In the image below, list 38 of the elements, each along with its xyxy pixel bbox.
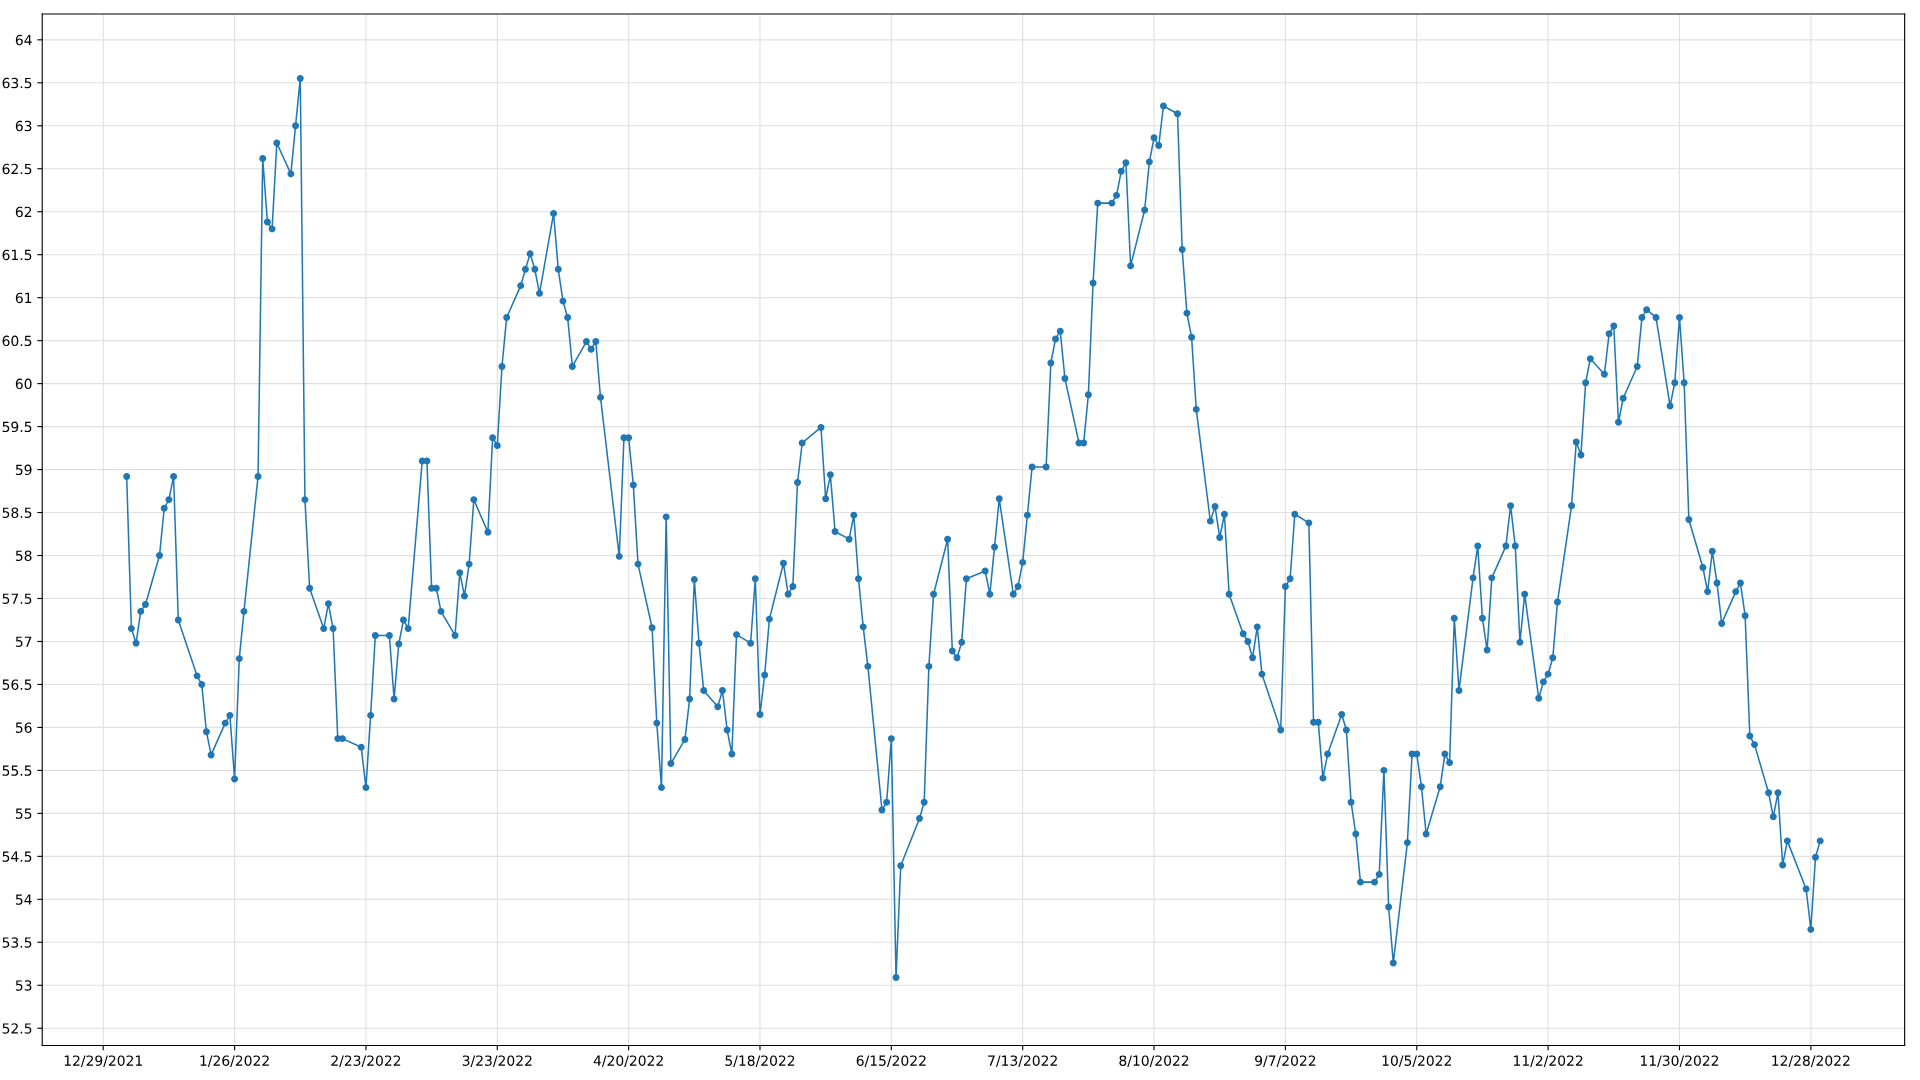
y-tick-label: 63.5 (2, 77, 32, 89)
x-tick-label: 3/23/2022 (462, 1055, 532, 1067)
y-tick-label: 60 (15, 378, 32, 390)
y-tick-label: 59 (15, 464, 32, 476)
x-tick-label: 6/15/2022 (856, 1055, 926, 1067)
x-tick-label: 7/13/2022 (988, 1055, 1057, 1067)
y-tick-label: 54.5 (2, 851, 32, 862)
x-tick-label: 12/29/2021 (64, 1055, 142, 1067)
x-tick-label: 12/28/2022 (1772, 1055, 1850, 1067)
y-tick-label: 60.5 (2, 335, 32, 347)
y-tick-label: 62 (15, 206, 32, 218)
y-tick-label: 64 (15, 34, 32, 46)
y-tick-label: 52.5 (2, 1023, 32, 1034)
x-tick-label: 10/5/2022 (1382, 1055, 1451, 1067)
x-tick-label: 11/30/2022 (1640, 1055, 1719, 1067)
x-tick-label: 11/2/2022 (1514, 1055, 1583, 1067)
y-tick-label: 57 (15, 636, 32, 647)
y-tick-label: 56 (15, 722, 32, 733)
y-tick-label: 62.5 (2, 163, 32, 175)
y-tick-label: 53 (15, 980, 32, 991)
y-tick-label: 54 (15, 894, 32, 905)
x-tick-label: 2/23/2022 (331, 1055, 401, 1067)
x-tick-label: 8/10/2022 (1119, 1055, 1189, 1067)
x-tick-label: 4/20/2022 (593, 1055, 663, 1067)
x-tick-label: 5/18/2022 (725, 1055, 795, 1067)
y-tick-label: 53.5 (2, 937, 32, 948)
y-tick-label: 61.5 (2, 249, 32, 261)
y-tick-label: 58 (15, 550, 32, 561)
y-tick-label: 55.5 (2, 765, 32, 776)
y-tick-label: 56.5 (2, 679, 32, 690)
y-tick-label: 57.5 (2, 593, 32, 604)
y-tick-label: 63 (15, 120, 32, 132)
x-tick-label: 9/7/2022 (1255, 1055, 1316, 1067)
y-tick-label: 58.5 (2, 507, 32, 519)
y-tick-label: 55 (15, 808, 32, 819)
y-tick-label: 59.5 (2, 421, 32, 433)
y-tick-label: 61 (15, 292, 32, 304)
x-tick-label: 1/26/2022 (200, 1055, 269, 1067)
